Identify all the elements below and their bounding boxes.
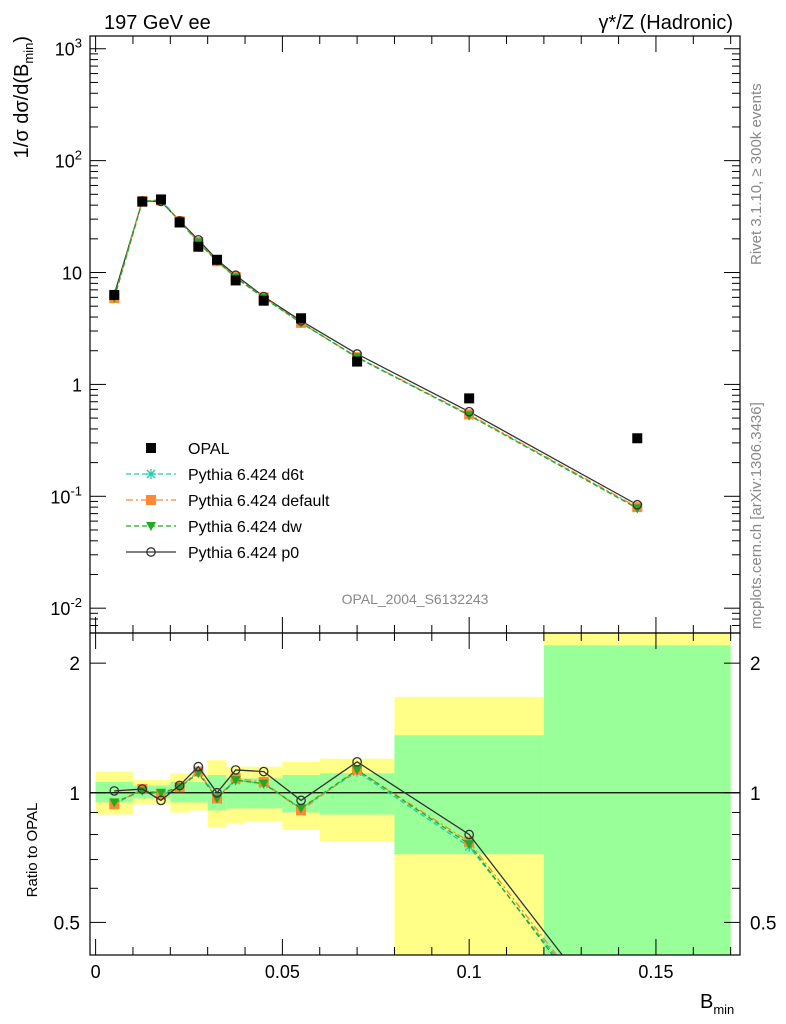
data-point <box>193 761 204 772</box>
ratio-band-green <box>188 781 208 803</box>
analysis-label: OPAL_2004_S6132243 <box>342 591 489 607</box>
ratio-frame <box>89 632 741 956</box>
data-point <box>464 393 475 404</box>
y-tick-label: 10-1 <box>50 483 82 507</box>
data-point <box>296 804 307 814</box>
ratio-series-line <box>114 769 554 955</box>
data-point <box>146 495 156 505</box>
ratio-series-line <box>114 761 564 955</box>
data-point <box>109 786 120 796</box>
data-point <box>193 241 204 252</box>
series-line <box>113 200 638 506</box>
data-point <box>230 776 241 786</box>
data-point <box>146 522 156 531</box>
legend: OPAL Pythia 6.424 d6t Pythia 6.424 default… <box>126 441 330 562</box>
data-point <box>155 194 166 205</box>
data-point <box>258 766 269 777</box>
data-point <box>146 443 156 453</box>
y-tick-label: 10-2 <box>50 595 82 619</box>
data-point <box>146 469 156 479</box>
data-point <box>464 406 475 417</box>
data-point <box>296 313 307 324</box>
ratio-band-green <box>543 645 731 955</box>
y-tick-label: 102 <box>55 148 82 172</box>
data-point <box>146 547 156 557</box>
data-point <box>632 433 643 444</box>
x-tick-label: 0 <box>91 962 101 982</box>
data-point <box>258 779 269 789</box>
ratio-series-group <box>109 756 564 955</box>
x-tick-label: 0.1 <box>457 962 482 982</box>
data-point <box>352 756 362 767</box>
ratio-ylabel: Ratio to OPAL <box>24 803 41 898</box>
data-point <box>230 765 241 775</box>
data-point <box>174 783 185 793</box>
ratio-band-green <box>95 781 133 803</box>
axes: 0 0.05 0.1 0.15 10-2 10-1 1 10 102 103 0.5 0.5 1 1 2 2 <box>50 35 776 982</box>
data-point <box>230 275 241 286</box>
legend-label: Pythia 6.424 d6t <box>188 467 304 484</box>
data-point <box>296 795 306 806</box>
ratio-uncertainty-bands <box>95 633 731 955</box>
ratio-y-tick-label-right: 2 <box>750 654 761 675</box>
x-axis-title: Bmin <box>700 991 734 1017</box>
x-tick-label: 0.15 <box>638 962 673 982</box>
ratio-y-tick-label-right: 0.5 <box>750 913 776 934</box>
y-tick-label: 1 <box>72 375 82 395</box>
ratio-y-tick-label: 0.5 <box>54 913 80 934</box>
left-title: 197 GeV ee <box>104 12 211 34</box>
data-point <box>258 295 269 306</box>
right-title: γ*/Z (Hadronic) <box>599 12 733 34</box>
data-point <box>156 795 166 806</box>
legend-label: OPAL <box>188 441 230 458</box>
ratio-band-green <box>319 773 395 815</box>
data-point <box>352 356 363 367</box>
ratio-band-green <box>226 778 246 809</box>
ratio-y-tick-label: 2 <box>69 654 80 675</box>
data-point <box>632 499 643 510</box>
data-point <box>464 829 475 840</box>
main-series-group <box>109 194 643 514</box>
data-point <box>212 254 223 265</box>
data-point <box>109 798 120 808</box>
y-tick-label: 10 <box>62 264 82 284</box>
mcplots-label: mcplots.cern.ch [arXiv:1306.3436] <box>748 402 765 629</box>
data-point <box>137 196 148 207</box>
data-point <box>174 780 185 791</box>
legend-label: Pythia 6.424 p0 <box>188 545 299 562</box>
x-tick-label: 0.05 <box>265 962 300 982</box>
main-frame <box>89 35 741 634</box>
data-point <box>109 289 120 300</box>
data-point <box>193 769 204 779</box>
legend-label: Pythia 6.424 default <box>188 493 330 510</box>
ratio-y-tick-label-right: 1 <box>750 784 761 805</box>
data-point <box>155 788 166 798</box>
series-line <box>113 199 638 509</box>
rivet-label: Rivet 3.1.10, ≥ 300k events <box>748 83 765 265</box>
ratio-y-tick-label: 1 <box>69 784 80 805</box>
data-point <box>352 765 363 775</box>
ratio-band-green <box>394 735 544 855</box>
legend-label: Pythia 6.424 dw <box>188 519 302 536</box>
data-point <box>137 784 148 794</box>
data-point <box>174 217 185 228</box>
data-point <box>464 840 475 850</box>
main-ylabel: 1/σ dσ/d(Bmin) <box>11 36 36 158</box>
y-tick-label: 103 <box>55 36 82 60</box>
data-point <box>212 787 222 798</box>
